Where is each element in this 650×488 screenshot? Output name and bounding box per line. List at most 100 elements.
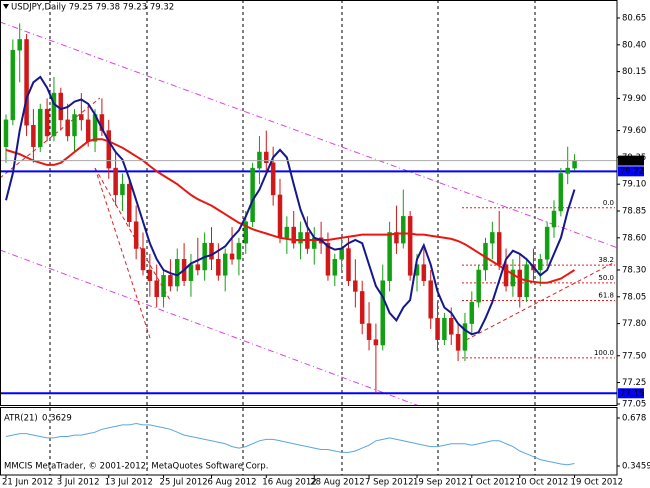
candle-body — [332, 259, 338, 276]
candle-body — [538, 259, 543, 271]
atr-pane — [5, 408, 575, 475]
last-price-tag — [618, 155, 644, 166]
candle-body — [346, 248, 351, 281]
candle-body — [455, 334, 461, 351]
atr-line — [5, 422, 575, 466]
candle-body — [133, 221, 139, 249]
h-line-tag — [618, 166, 644, 177]
candle-body — [113, 167, 118, 196]
h-line-label: 79.22 — [620, 167, 644, 177]
candle-body — [359, 291, 365, 324]
h-line-tag — [618, 388, 644, 399]
x-tick-label: 7 Sep 2012 — [365, 478, 413, 488]
candle-body — [31, 124, 36, 147]
atr-tick-label: 0.678 — [622, 414, 646, 424]
candle-body — [120, 183, 125, 196]
h-line-label: 77.15 — [620, 389, 644, 399]
candle-body — [106, 130, 111, 169]
candle-body — [24, 39, 29, 126]
x-tick-label: 19 Sep 2012 — [413, 478, 467, 488]
y-tick-label: 79.60 — [622, 126, 646, 136]
candle-body — [449, 317, 454, 335]
candle-body — [544, 226, 550, 260]
candle-body — [298, 232, 303, 244]
y-tick-label: 80.65 — [622, 14, 646, 24]
chart-title: USDJPY,Daily 79.25 79.38 79.23 79.32 — [11, 3, 174, 13]
candle-body — [168, 275, 173, 287]
main-pane: 0.0 38.2 50.0 61.8 100.0 — [0, 0, 617, 405]
candle-body — [325, 242, 331, 276]
x-tick-label: 28 Aug 2012 — [310, 478, 364, 488]
overlay-line — [5, 138, 576, 284]
y-tick-label: 77.80 — [622, 319, 646, 329]
atr-value: 0.3629 — [42, 414, 72, 424]
candle-body — [380, 280, 385, 346]
y-tick-label: 80.40 — [622, 40, 646, 50]
candle-body — [10, 49, 16, 121]
x-tick-label: 10 Oct 2012 — [516, 478, 569, 488]
candle-body — [407, 216, 413, 276]
main-frame — [0, 0, 618, 406]
candle-body — [572, 160, 577, 169]
candle-body — [264, 151, 269, 163]
y-tick-label: 78.30 — [622, 265, 646, 275]
atr-tick-label: 0.3459 — [622, 462, 650, 472]
candle-body — [72, 114, 77, 137]
candle-body — [127, 183, 132, 222]
atr-separators — [49, 408, 536, 475]
candle-body — [209, 242, 214, 260]
candle-body — [44, 108, 50, 137]
candle-body — [65, 119, 70, 137]
y-tick-label: 77.50 — [622, 351, 646, 361]
candle-body — [517, 269, 522, 298]
candle-body — [496, 232, 502, 265]
y-tick-label: 80.15 — [622, 67, 646, 77]
candle-body — [17, 39, 22, 51]
footer: MMCIS MetaTrader, © 2001-2012, MetaQuote… — [4, 462, 268, 472]
candle-body — [565, 167, 570, 174]
x-tick-label: 1 Oct 2012 — [468, 478, 515, 488]
overlay-line — [5, 75, 576, 336]
candle-body — [469, 301, 475, 324]
candle-body — [222, 253, 228, 276]
atr-frame — [0, 407, 618, 476]
candle-body — [270, 162, 276, 196]
candle-body — [401, 216, 406, 244]
candle-body — [229, 253, 235, 260]
fib-label: 38.2 — [598, 256, 614, 264]
candle-body — [503, 264, 509, 287]
candle-body — [257, 151, 262, 169]
candle-body — [188, 264, 194, 281]
fib-label: 61.8 — [598, 292, 614, 300]
candle-body — [421, 264, 427, 281]
candle-body — [490, 232, 495, 244]
candle-body — [510, 269, 516, 287]
y-tick-label: 78.05 — [622, 292, 646, 302]
candle-body — [353, 280, 358, 292]
candle-body — [154, 280, 159, 298]
candle-body — [442, 317, 447, 340]
candle-body — [551, 210, 557, 228]
candle-body — [373, 339, 379, 346]
candle-body — [558, 173, 564, 212]
x-tick-label: 19 Oct 2012 — [571, 478, 624, 488]
fib-label: 50.0 — [598, 274, 614, 282]
y-tick-label: 78.85 — [622, 207, 646, 217]
candle-body — [140, 248, 146, 271]
candle-body — [161, 275, 166, 298]
candle-body — [175, 259, 180, 287]
y-tick-label: 77.25 — [622, 378, 646, 388]
candle-body — [3, 119, 9, 147]
candle-body — [85, 119, 91, 142]
candle-body — [236, 242, 242, 260]
y-tick-label: 79.10 — [622, 180, 646, 190]
fan-lines — [0, 97, 616, 341]
last-price-label: 79.32 — [620, 156, 644, 166]
candle-body — [462, 323, 468, 351]
atr-title: ATR(21) — [4, 414, 38, 424]
title-icon — [3, 4, 9, 9]
candle-body — [284, 226, 290, 239]
candle-body — [339, 248, 344, 260]
candle-body — [147, 269, 153, 281]
